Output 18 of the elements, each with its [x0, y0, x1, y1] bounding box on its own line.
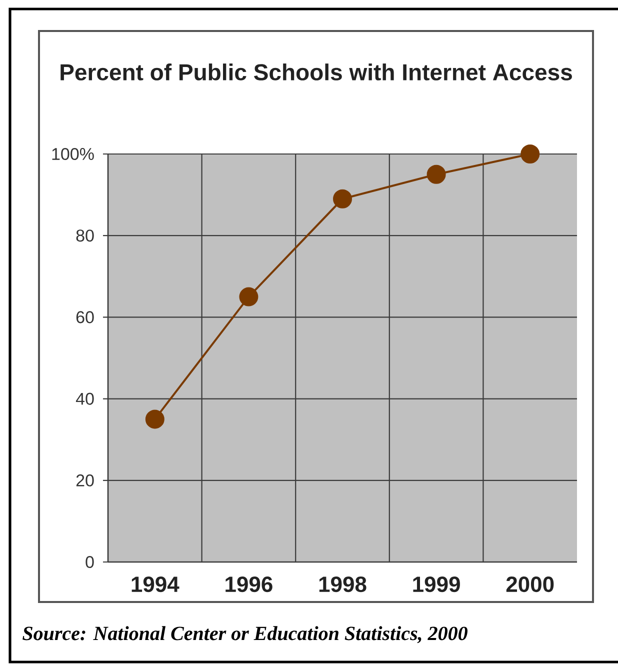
x-tick-label: 1998: [319, 576, 366, 592]
x-tick-label: 1994: [132, 576, 180, 592]
x-tick-label: 1996: [226, 576, 272, 592]
point: [239, 287, 258, 306]
point: [333, 189, 352, 208]
y-tick-label: 40: [76, 392, 94, 405]
point: [520, 144, 540, 164]
y-tick-label: 100%: [52, 148, 94, 160]
y-tick-label: 80: [76, 230, 94, 242]
source-note: Source: National Center or Education Statistics, 2000: [22, 626, 468, 644]
y-tick-label: 0: [86, 556, 94, 568]
x-tick-label: 1999: [413, 576, 460, 592]
x-tick-label: 2000: [506, 576, 554, 592]
y-tick-label: 20: [76, 474, 94, 486]
chart-title: Percent of Public Schools with Internet Access: [60, 64, 572, 80]
y-tick-label: 60: [76, 311, 94, 324]
point: [426, 164, 446, 184]
point: [145, 410, 164, 429]
